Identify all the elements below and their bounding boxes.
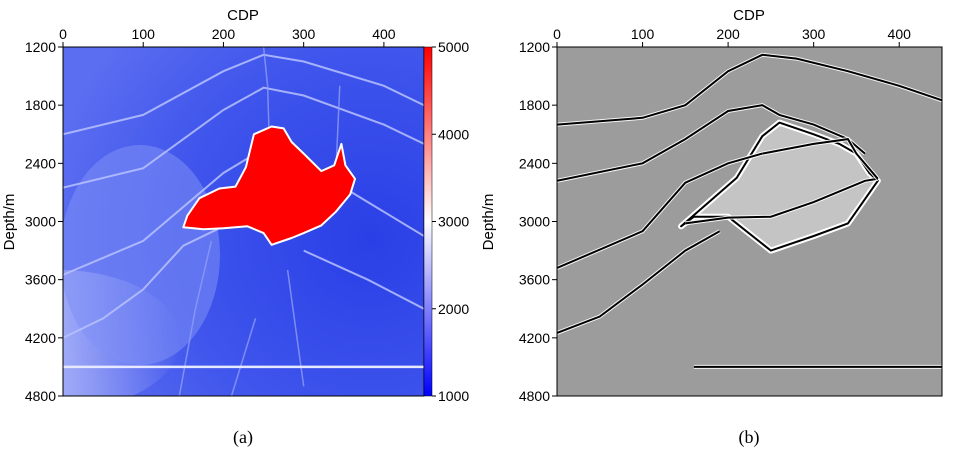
y-tick-label: 4200: [519, 330, 550, 346]
colorbar-tick-label: 4000: [438, 126, 469, 142]
reflector-line: [557, 53, 942, 126]
x-tick-label: 0: [553, 26, 561, 42]
y-tick-label: 1800: [25, 97, 56, 113]
colorbar-tick-label: 2000: [438, 301, 469, 317]
velocity-model-panel: 0 100 200 300 400 1200 1800 2400 3000 3600 4200 48…: [1, 7, 469, 448]
reflector-line: [557, 230, 721, 334]
reflector-line: [685, 177, 878, 225]
x-tick-label: 100: [631, 26, 655, 42]
colorbar: [423, 46, 433, 397]
horizon-line: [303, 249, 424, 310]
y-tick-label: 3600: [519, 272, 550, 288]
horizon-line: [63, 225, 224, 339]
reflector-line: [762, 138, 879, 180]
panel-b-caption: (b): [739, 427, 760, 448]
x-tick-label: 100: [132, 26, 156, 42]
y-tick-label: 4200: [25, 330, 56, 346]
salt-body: [182, 125, 356, 246]
x-tick-label: 400: [888, 26, 912, 42]
horizon-line: [63, 86, 424, 189]
horizon-line: [63, 53, 424, 136]
fault-line: [230, 318, 257, 396]
y-tick-label: 3600: [25, 272, 56, 288]
x-tick-label: 0: [59, 26, 67, 42]
colorbar-tick-label: 1000: [438, 388, 469, 404]
y-tick-label: 3000: [519, 214, 550, 230]
panel-b-x-axis-label: CDP: [733, 7, 765, 24]
x-tick-label: 300: [292, 26, 316, 42]
mid-velocity-zone: [63, 145, 220, 365]
y-tick-label: 2400: [519, 155, 550, 171]
x-tick-label: 200: [716, 26, 740, 42]
reflector-line: [557, 152, 763, 269]
panel-a-caption: (a): [233, 427, 253, 448]
y-tick-label: 4800: [519, 388, 550, 404]
panel-b-y-axis-label: Depth/m: [480, 194, 497, 251]
x-tick-label: 400: [372, 26, 396, 42]
colorbar-tick-label: 5000: [438, 39, 469, 55]
y-tick-label: 3000: [25, 214, 56, 230]
y-tick-label: 4800: [25, 388, 56, 404]
y-tick-label: 1200: [25, 39, 56, 55]
x-tick-label: 200: [212, 26, 236, 42]
y-tick-label: 2400: [25, 155, 56, 171]
x-tick-label: 300: [802, 26, 826, 42]
seismic-image-panel: 0 100 200 300 400 1200 1800 2400 3000 3600 4200 48…: [480, 7, 943, 448]
panel-a-x-axis-label: CDP: [227, 7, 259, 24]
y-tick-label: 1200: [519, 39, 550, 55]
panel-a-y-axis-label: Depth/m: [1, 194, 18, 251]
colorbar-tick-label: 3000: [438, 214, 469, 230]
y-tick-label: 1800: [519, 97, 550, 113]
reflector-line: [557, 104, 866, 182]
